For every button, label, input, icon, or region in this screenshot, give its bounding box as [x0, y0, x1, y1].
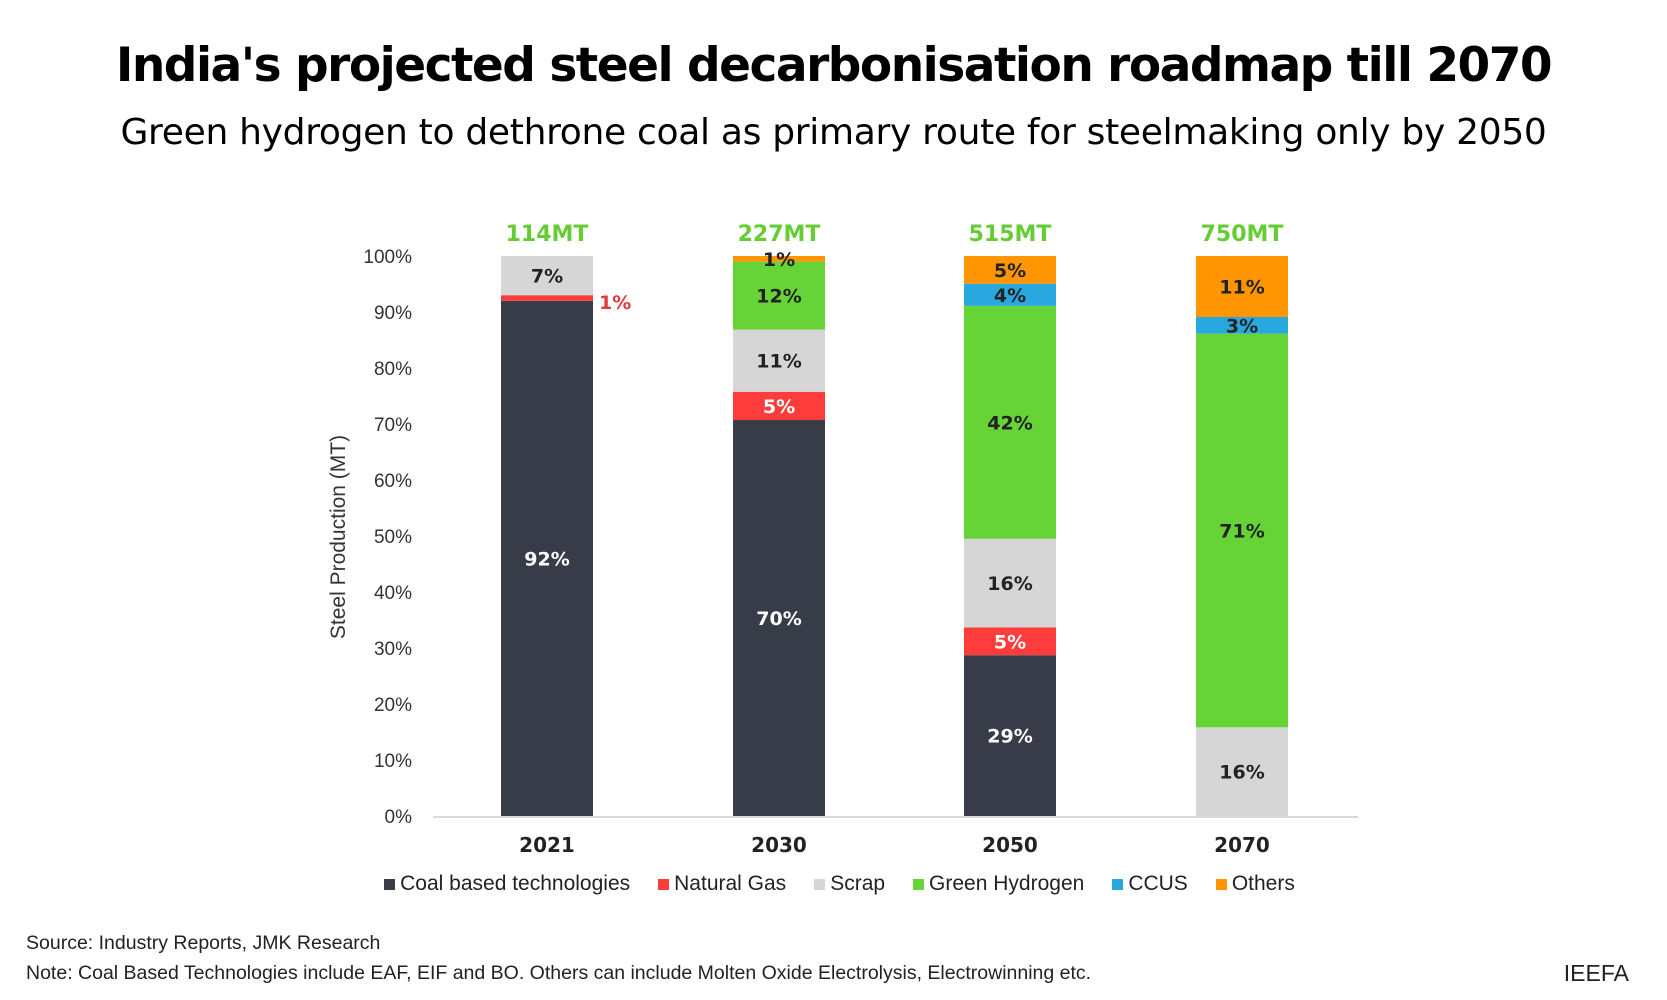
bar-segment-2050-ccus — [964, 283, 1056, 306]
legend-item: Scrap — [814, 872, 885, 896]
data-label: 5% — [994, 631, 1026, 653]
y-tick-label: 30% — [374, 639, 412, 660]
x-tick-label: 2030 — [751, 833, 807, 857]
data-label: 1% — [763, 249, 795, 271]
data-label: 42% — [987, 412, 1032, 434]
data-label: 71% — [1219, 520, 1264, 542]
y-tick-label: 90% — [374, 303, 412, 324]
total-label: 114MT — [506, 222, 589, 247]
legend-swatch — [1112, 878, 1124, 890]
legend-label: CCUS — [1128, 872, 1188, 895]
data-label: 3% — [1226, 315, 1258, 337]
legend-label: Coal based technologies — [400, 872, 631, 895]
chart-subtitle: Green hydrogen to dethrone coal as prima… — [120, 112, 1547, 153]
bar-segment-2021-scrap — [501, 256, 593, 296]
legend-item: Natural Gas — [658, 872, 786, 896]
y-tick-label: 20% — [374, 695, 412, 716]
y-tick-label: 40% — [374, 583, 412, 604]
chart-title: India's projected steel decarbonisation … — [115, 38, 1553, 93]
legend-swatch — [814, 878, 826, 890]
legend-swatch — [1215, 878, 1227, 890]
data-label: 12% — [756, 286, 801, 308]
bar-segment-2070-green-hydrogen — [1196, 333, 1288, 728]
bar-segment-2050-scrap — [964, 538, 1056, 628]
legend-item: Green Hydrogen — [913, 872, 1084, 896]
data-label: 70% — [756, 608, 801, 630]
total-label: 750MT — [1201, 222, 1284, 247]
bar-segment-2050-natural-gas — [964, 627, 1056, 656]
data-label: 29% — [987, 726, 1032, 748]
y-tick-label: 80% — [374, 359, 412, 380]
total-label: 515MT — [969, 222, 1052, 247]
bar-segment-2030-coal-based-technologies — [733, 420, 825, 816]
x-tick-label: 2050 — [982, 833, 1038, 857]
legend-label: Others — [1231, 872, 1295, 895]
y-tick-label: 10% — [374, 751, 412, 772]
x-tick-label: 2070 — [1214, 833, 1270, 857]
y-axis-title: Steel Production (MT) — [327, 435, 350, 639]
bar-segment-2030-natural-gas — [733, 391, 825, 421]
note-text: Note: Coal Based Technologies include EA… — [26, 962, 1092, 984]
y-tick-label: 60% — [374, 471, 412, 492]
legend-item: Others — [1215, 872, 1295, 896]
bar-segment-2070-scrap — [1196, 727, 1288, 816]
bar-segment-2050-coal-based-technologies — [964, 655, 1056, 816]
bar-segment-2050-green-hydrogen — [964, 305, 1056, 539]
data-label: 11% — [1219, 276, 1264, 298]
data-label: 5% — [994, 260, 1026, 282]
data-label: 7% — [531, 266, 563, 288]
stacked-bar-chart: 0% 10% 20% 30% 40% 50% 60% 70% 80% 90% 100% Steel P… — [327, 222, 1358, 857]
legend-item: CCUS — [1112, 872, 1188, 896]
y-tick-label: 50% — [374, 527, 412, 548]
bar-segment-2070-ccus — [1196, 316, 1288, 334]
total-label: 227MT — [738, 222, 821, 247]
legend: Coal based technologies Natural Gas Scrap G… — [0, 872, 1667, 896]
x-tick-label: 2021 — [519, 833, 575, 857]
legend-label: Natural Gas — [674, 872, 787, 895]
data-label: 92% — [524, 548, 569, 570]
bar-segment-2030-green-hydrogen — [733, 261, 825, 330]
brand-logo-text: IEEFA — [1563, 960, 1629, 986]
data-label: 11% — [756, 351, 801, 373]
bar-segment-2030-scrap — [733, 329, 825, 392]
y-tick-label: 100% — [363, 247, 412, 268]
bar-segment-2030-others — [733, 256, 825, 262]
legend-swatch — [658, 878, 670, 890]
data-label: 16% — [987, 573, 1032, 595]
bar-segment-2050-others — [964, 256, 1056, 284]
source-text: Source: Industry Reports, JMK Research — [26, 932, 381, 954]
y-tick-label: 70% — [374, 415, 412, 436]
legend-label: Scrap — [830, 872, 886, 895]
bar-segment-2070-others — [1196, 256, 1288, 317]
data-label: 16% — [1219, 762, 1264, 784]
bar-segment-2021-coal-based-technologies — [501, 300, 593, 816]
legend-label: Green Hydrogen — [929, 872, 1085, 895]
bar-segment-2021-natural-gas — [501, 295, 593, 301]
data-label: 1% — [599, 292, 631, 314]
data-label: 4% — [994, 285, 1026, 307]
legend-swatch — [913, 878, 925, 890]
legend-item: Coal based technologies — [384, 872, 630, 896]
data-label: 5% — [763, 396, 795, 418]
y-tick-label: 0% — [385, 807, 413, 828]
legend-swatch — [384, 878, 396, 890]
